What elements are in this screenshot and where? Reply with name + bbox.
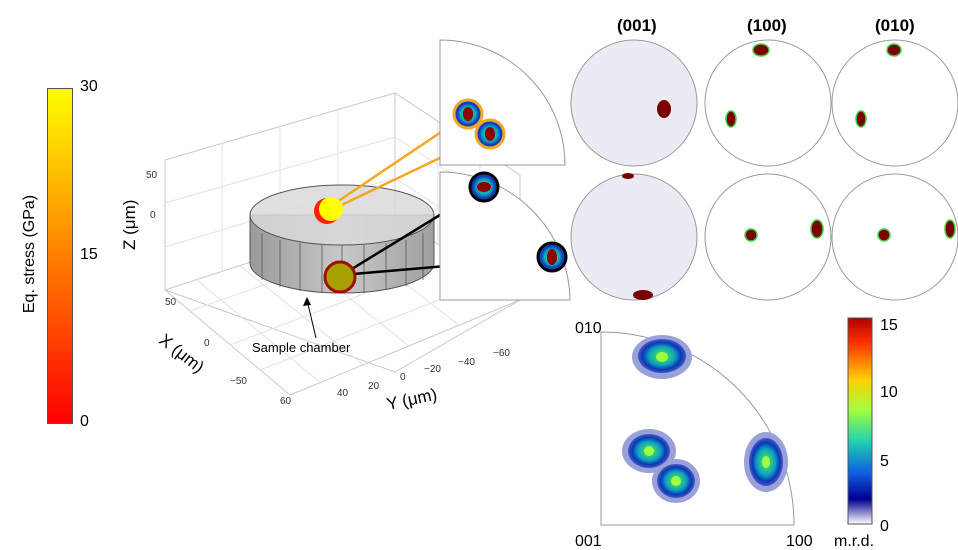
grain-high-stress-yellow — [319, 197, 343, 221]
grain-low-stress — [323, 260, 357, 294]
pole-figure-r1-010 — [831, 39, 958, 167]
y-axis-label: Y (μm) — [385, 385, 439, 414]
x-tick-0: 0 — [204, 338, 210, 349]
pf-header-001: (001) — [617, 16, 657, 35]
y-tick-20: 20 — [368, 381, 380, 392]
pole-figure-r1-100 — [704, 39, 832, 167]
pole-figure-r1-001 — [570, 39, 698, 167]
sector-plot-bottom — [439, 171, 571, 301]
stress-tick-30: 30 — [80, 78, 98, 95]
x-tick-50: 50 — [165, 297, 177, 308]
x-axis-label: X (μm) — [156, 330, 208, 377]
stress-tick-15: 15 — [80, 246, 98, 263]
sector-plot-top — [439, 39, 566, 166]
ipf-corner-100: 100 — [786, 533, 813, 550]
pole-figure-r2-100 — [704, 173, 832, 301]
y-tick-neg60: −60 — [493, 348, 510, 359]
annotation-arrowhead — [303, 297, 311, 306]
ipf-corner-001: 001 — [575, 533, 602, 550]
mrd-tick-15: 15 — [880, 317, 898, 334]
mrd-tick-5: 5 — [880, 453, 889, 470]
z-tick-0: 0 — [150, 210, 156, 221]
mrd-tick-0: 0 — [880, 518, 889, 535]
mrd-tick-10: 10 — [880, 384, 898, 401]
stress-colorbar — [47, 88, 73, 424]
annotation-sample-chamber: Sample chamber — [252, 340, 351, 355]
annotation-arrow — [306, 299, 317, 339]
y-tick-60: 60 — [280, 396, 292, 407]
z-tick-50: 50 — [146, 170, 158, 181]
ipf-corner-010: 010 — [575, 320, 602, 337]
inverse-pole-figure — [600, 331, 795, 526]
sample-chamber-cylinder — [249, 184, 435, 294]
stress-tick-0: 0 — [80, 413, 89, 430]
x-tick-neg50: −50 — [230, 376, 247, 387]
y-tick-neg20: −20 — [424, 364, 441, 375]
z-axis-label: Z (μm) — [120, 200, 139, 250]
pf-header-100: (100) — [747, 16, 787, 35]
pf-header-010: (010) — [875, 16, 915, 35]
y-tick-40: 40 — [337, 388, 349, 399]
mrd-colorbar — [847, 317, 873, 525]
y-tick-0: 0 — [400, 372, 406, 383]
y-tick-neg40: −40 — [458, 357, 475, 368]
pole-figure-r2-001 — [570, 173, 698, 301]
mrd-unit: m.r.d. — [834, 533, 874, 550]
pole-figure-r2-010 — [831, 173, 958, 301]
